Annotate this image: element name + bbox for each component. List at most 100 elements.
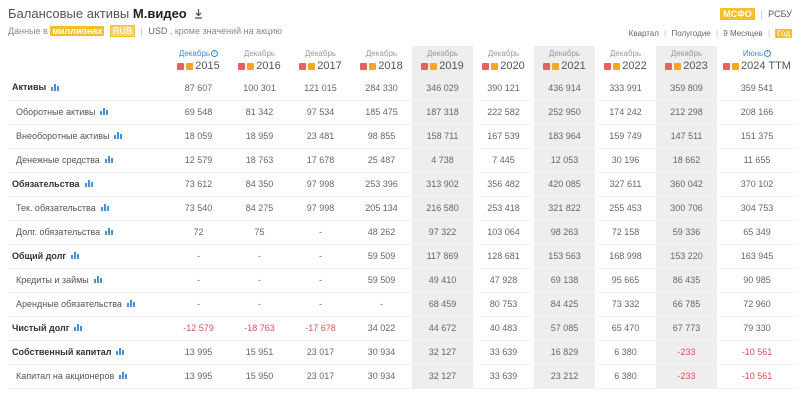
- report-icon[interactable]: [247, 62, 255, 70]
- bar-chart-icon[interactable]: [84, 179, 94, 189]
- pdf-icon[interactable]: [360, 62, 368, 70]
- column-month: Декабрь: [473, 49, 534, 58]
- pdf-icon[interactable]: [604, 62, 612, 70]
- currency-rub-button[interactable]: RUB: [109, 25, 135, 37]
- row-label: Общий долг: [12, 250, 67, 261]
- value-cell: -: [351, 292, 412, 317]
- value-cell: 16 829: [534, 340, 595, 365]
- report-icon[interactable]: [308, 62, 316, 70]
- period-9m-button[interactable]: 9 Месяцев: [723, 29, 763, 38]
- row-label: Собственный капитал: [12, 346, 112, 357]
- value-cell: 205 134: [351, 196, 412, 221]
- value-cell: 34 022: [351, 316, 412, 341]
- value-cell: 73 612: [168, 172, 229, 197]
- value-cell: 69 548: [168, 100, 229, 125]
- value-cell: 390 121: [473, 76, 534, 101]
- period-half-button[interactable]: Полугодие: [671, 29, 711, 38]
- value-cell: 13 995: [168, 340, 229, 365]
- report-icon[interactable]: [552, 62, 560, 70]
- value-cell: 13 995: [168, 364, 229, 389]
- column-month-text: Декабрь: [609, 49, 642, 58]
- column-month: Декабрь: [412, 49, 473, 58]
- bar-chart-icon[interactable]: [126, 299, 136, 309]
- pdf-icon[interactable]: [482, 62, 490, 70]
- column-year-text: 2016: [256, 60, 281, 72]
- value-cell: 67 773: [656, 316, 717, 341]
- report-icon[interactable]: [369, 62, 377, 70]
- page-header: Балансовые активы М.видео Данные в милли…: [8, 6, 792, 44]
- pdf-icon[interactable]: [723, 62, 731, 70]
- report-icon[interactable]: [186, 62, 194, 70]
- report-icon[interactable]: [732, 62, 740, 70]
- standard-rsbu-button[interactable]: РСБУ: [768, 9, 792, 19]
- info-icon[interactable]: i: [211, 50, 219, 58]
- column-header: Декабрь 2019: [412, 46, 473, 76]
- value-cell: -12 579: [168, 316, 229, 341]
- value-cell: 18 959: [229, 124, 290, 149]
- column-year-text: 2020: [500, 60, 525, 72]
- report-icon[interactable]: [674, 62, 682, 70]
- standard-msfo-button[interactable]: МСФО: [720, 8, 755, 20]
- value-cell: 59 509: [351, 244, 412, 269]
- table-row: Общий долг - - -59 509 117 869 128 681 153 563…: [8, 244, 797, 269]
- units-selector[interactable]: миллионах: [50, 26, 105, 36]
- value-cell: 360 042: [656, 172, 717, 197]
- value-cell: 212 298: [656, 100, 717, 125]
- value-cell: 11 655: [717, 148, 797, 173]
- bar-chart-icon[interactable]: [100, 203, 110, 213]
- bar-chart-icon[interactable]: [74, 323, 83, 333]
- column-year: 2021: [534, 60, 595, 72]
- row-label: Кредиты и займы: [16, 274, 89, 285]
- value-cell: -: [290, 268, 351, 293]
- value-cell: -: [290, 220, 351, 245]
- bar-chart-icon[interactable]: [119, 371, 128, 381]
- value-cell: 23 017: [290, 364, 351, 389]
- row-label: Обязательства: [12, 178, 80, 189]
- row-label-cell: Тек. обязательства: [8, 196, 168, 221]
- pdf-icon[interactable]: [177, 62, 185, 70]
- column-year-text: 2018: [378, 60, 403, 72]
- bar-chart-icon[interactable]: [104, 155, 114, 165]
- value-cell: 255 453: [595, 196, 656, 221]
- report-icon[interactable]: [491, 62, 499, 70]
- row-label-cell: Денежные средства: [8, 148, 168, 173]
- value-cell: 59 509: [351, 268, 412, 293]
- pdf-icon[interactable]: [665, 62, 673, 70]
- value-cell: 346 029: [412, 76, 473, 101]
- bar-chart-icon[interactable]: [114, 131, 123, 141]
- column-year-text: 2015: [195, 60, 220, 72]
- bar-chart-icon[interactable]: [105, 227, 114, 237]
- value-cell: 185 475: [351, 100, 412, 125]
- bar-chart-icon[interactable]: [93, 275, 103, 285]
- report-icon[interactable]: [430, 62, 438, 70]
- bar-chart-icon[interactable]: [51, 83, 60, 93]
- pdf-icon[interactable]: [543, 62, 551, 70]
- report-icon[interactable]: [613, 62, 621, 70]
- pdf-icon[interactable]: [238, 62, 246, 70]
- column-header: Декабрь 2017: [290, 46, 351, 76]
- column-year: 2023: [656, 60, 717, 72]
- bar-chart-icon[interactable]: [100, 107, 109, 117]
- value-cell: 168 998: [595, 244, 656, 269]
- value-cell: 18 059: [168, 124, 229, 149]
- value-cell: 75: [229, 220, 290, 245]
- period-quarter-button[interactable]: Квартал: [628, 29, 659, 38]
- column-year: 2016: [229, 60, 290, 72]
- value-cell: 12 053: [534, 148, 595, 173]
- value-cell: 66 785: [656, 292, 717, 317]
- table-row: Внеоборотные активы 18 059 18 959 23 481 98 …: [8, 124, 797, 149]
- row-label: Активы: [12, 82, 47, 93]
- row-label-cell: Долг. обязательства: [8, 220, 168, 245]
- period-year-button[interactable]: Год: [775, 29, 792, 38]
- info-icon[interactable]: i: [764, 50, 772, 58]
- download-icon[interactable]: [194, 7, 203, 22]
- column-month-text: Декабрь: [243, 49, 276, 58]
- row-label: Арендные обязательства: [16, 298, 122, 309]
- currency-usd-button[interactable]: USD: [148, 26, 168, 36]
- column-year: 2019: [412, 60, 473, 72]
- bar-chart-icon[interactable]: [71, 251, 80, 261]
- bar-chart-icon[interactable]: [116, 347, 125, 357]
- value-cell: 65 349: [717, 220, 797, 245]
- pdf-icon[interactable]: [421, 62, 429, 70]
- pdf-icon[interactable]: [299, 62, 307, 70]
